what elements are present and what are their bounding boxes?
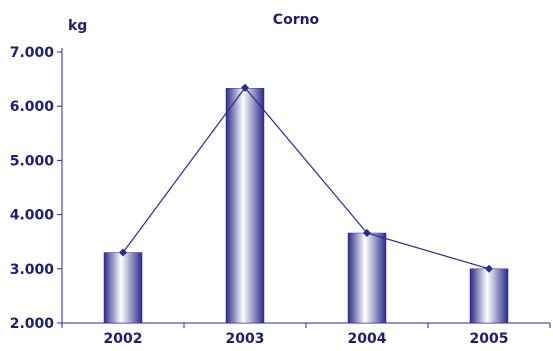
y-axis: 2.000 3.000 4.000 5.000 6.000 7.000 (10, 45, 63, 332)
y-tick-label: 7.000 (10, 45, 55, 61)
series-line (122, 86, 490, 270)
y-tick-label: 4.000 (10, 208, 55, 224)
x-tick-label: 2003 (226, 331, 265, 347)
point-2002 (119, 248, 127, 257)
x-tick-label: 2004 (348, 331, 387, 347)
bar-2002 (103, 252, 143, 324)
bar-2003 (225, 88, 265, 324)
bars (103, 88, 509, 324)
x-tick-label: 2002 (104, 331, 143, 347)
bar-2004 (347, 232, 387, 324)
line-series (119, 83, 493, 273)
y-axis-unit-label: kg (68, 18, 87, 34)
y-tick-label: 6.000 (10, 99, 55, 115)
x-tick-labels: 2002 2003 2004 2005 (104, 331, 509, 347)
point-2003 (241, 83, 249, 92)
x-axis (61, 322, 551, 328)
chart-title: Corno (273, 12, 320, 28)
y-tick-label: 5.000 (10, 153, 55, 169)
point-2004 (363, 229, 371, 238)
y-tick-label: 3.000 (10, 262, 55, 278)
bar-2005 (469, 268, 509, 324)
y-tick-label: 2.000 (10, 316, 55, 332)
point-2005 (485, 264, 493, 273)
x-tick-label: 2005 (470, 331, 509, 347)
